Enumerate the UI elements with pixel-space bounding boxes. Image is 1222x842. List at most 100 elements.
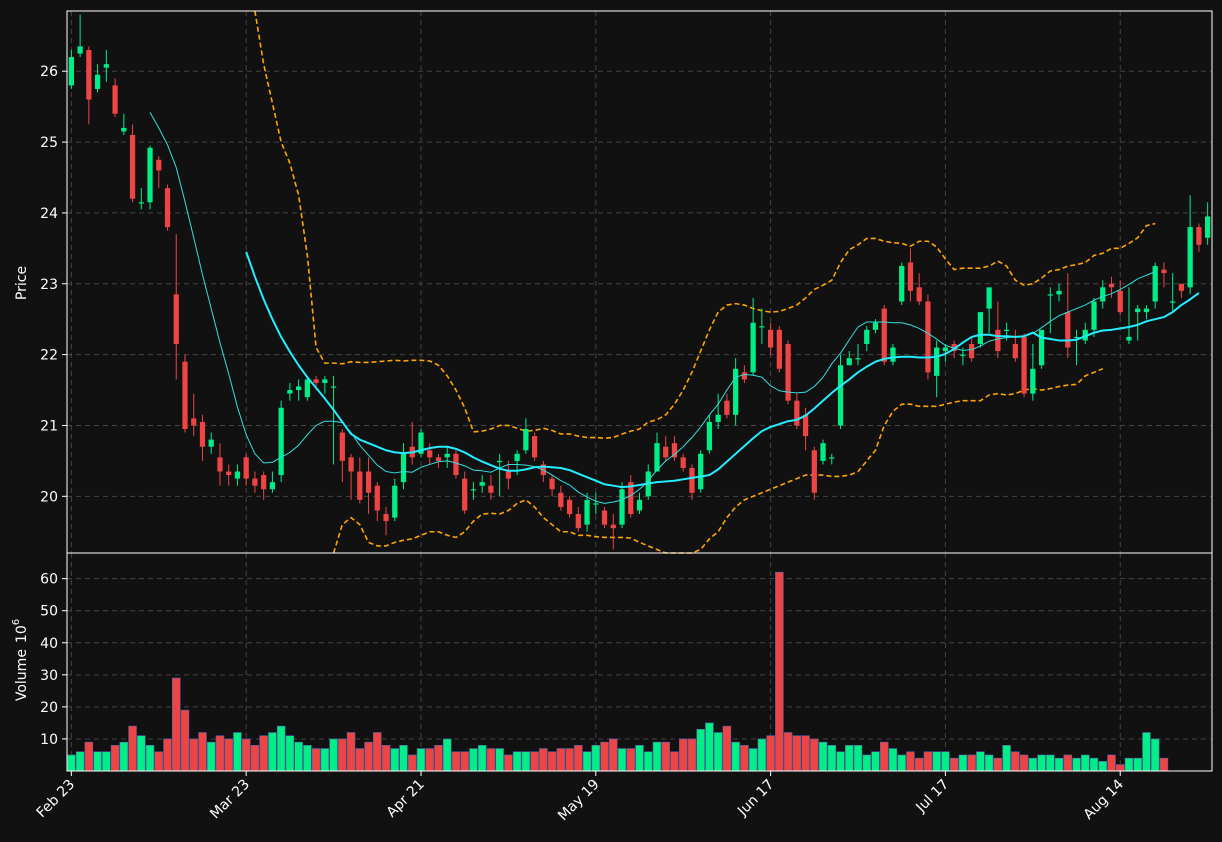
volume-bar <box>224 738 233 772</box>
candle-body <box>1196 227 1202 245</box>
volume-bar <box>556 748 566 772</box>
candle-body <box>934 347 940 376</box>
volume-bar <box>469 748 478 772</box>
candle-body <box>881 308 887 362</box>
volume-bar <box>827 745 837 772</box>
volume-bar <box>757 738 767 772</box>
candle-body <box>846 358 852 366</box>
candle-body <box>1056 290 1062 295</box>
volume-bar <box>923 751 933 772</box>
candle-body <box>1065 312 1071 348</box>
price-y-tick-label: 21 <box>40 418 58 434</box>
candle-body <box>733 368 739 415</box>
price-y-axis-label: Price <box>14 266 30 300</box>
volume-bar <box>810 738 819 772</box>
candle-body <box>462 478 468 511</box>
volume-label-base: 10 <box>14 625 30 643</box>
moving-averages <box>149 112 1200 504</box>
volume-bar <box>1159 757 1169 772</box>
volume-bar <box>906 751 915 772</box>
volume-bar <box>399 745 408 772</box>
candle-body <box>1091 301 1097 330</box>
candle-body <box>470 489 477 491</box>
candle-body <box>741 372 748 380</box>
volume-bar <box>373 732 382 772</box>
volume-bar <box>172 677 181 772</box>
volume-bar <box>241 738 251 772</box>
volume-bar <box>346 732 356 772</box>
candle-body <box>365 471 372 493</box>
volume-y-tick-label: 40 <box>40 636 58 652</box>
volume-bar <box>993 757 1003 772</box>
candle-body <box>182 361 188 430</box>
volume-bar <box>687 738 697 772</box>
volume-bar <box>539 748 548 772</box>
volume-bar <box>1150 738 1160 772</box>
volume-bar <box>766 735 775 772</box>
sma-fast-line <box>149 112 1156 504</box>
candle-body <box>1205 216 1211 238</box>
candle-body <box>418 432 424 454</box>
volume-bar <box>180 709 190 772</box>
volume-y-tick-label: 50 <box>40 604 58 620</box>
volume-bar <box>818 741 828 772</box>
bollinger-upper-line <box>254 10 1156 440</box>
candle-body <box>785 343 791 401</box>
volume-label-text: Volume <box>14 649 30 701</box>
candle-body <box>1170 301 1176 303</box>
volume-bar <box>862 754 871 772</box>
volume-bar <box>932 751 941 772</box>
candle-body <box>916 287 922 302</box>
candle-body <box>680 457 686 468</box>
volume-bar <box>984 754 994 772</box>
candle-body <box>121 127 127 132</box>
candle-body <box>261 475 267 490</box>
volume-bar <box>565 748 574 772</box>
candle-body <box>776 329 782 369</box>
candle-body <box>698 453 704 490</box>
candle-body <box>593 503 599 505</box>
candle-body <box>610 524 616 529</box>
candle-body <box>767 329 774 348</box>
candle-body <box>243 457 249 479</box>
candle-body <box>68 57 74 86</box>
candle-body <box>374 485 380 511</box>
volume-bar <box>1028 757 1038 772</box>
candle-body <box>1135 308 1141 313</box>
candle-body <box>566 499 573 515</box>
candle-body <box>147 147 153 203</box>
candle-body <box>942 347 949 352</box>
candle-body <box>453 453 459 476</box>
volume-bar <box>1115 764 1125 772</box>
volume-bar <box>705 722 714 772</box>
volume-bar <box>163 738 172 772</box>
candle-body <box>811 450 817 493</box>
candle-body <box>77 46 83 54</box>
volume-bar <box>530 751 539 772</box>
candle-body <box>348 457 354 472</box>
candle-body <box>1100 287 1106 302</box>
volume-bar <box>294 741 303 772</box>
price-panel: 20 21 22 23 24 25 26 Price <box>14 10 1213 554</box>
volume-bar <box>504 754 513 772</box>
candle-body <box>129 134 136 199</box>
candle-body <box>1003 329 1010 332</box>
candle-body <box>278 407 284 476</box>
volume-bar <box>460 751 469 772</box>
volume-bar <box>574 745 583 772</box>
candle-body <box>575 514 581 529</box>
volume-bar <box>775 571 784 772</box>
volume-bar <box>451 751 461 772</box>
volume-bar <box>154 751 164 772</box>
candle-body <box>156 159 162 171</box>
candle-body <box>663 446 669 458</box>
volume-bar <box>442 738 452 772</box>
volume-bar <box>93 751 102 772</box>
volume-bar <box>215 735 225 772</box>
price-y-tick-label: 23 <box>40 277 58 293</box>
volume-bars <box>67 571 1169 772</box>
volume-bar <box>722 725 732 772</box>
price-y-tick-label: 22 <box>40 348 58 364</box>
